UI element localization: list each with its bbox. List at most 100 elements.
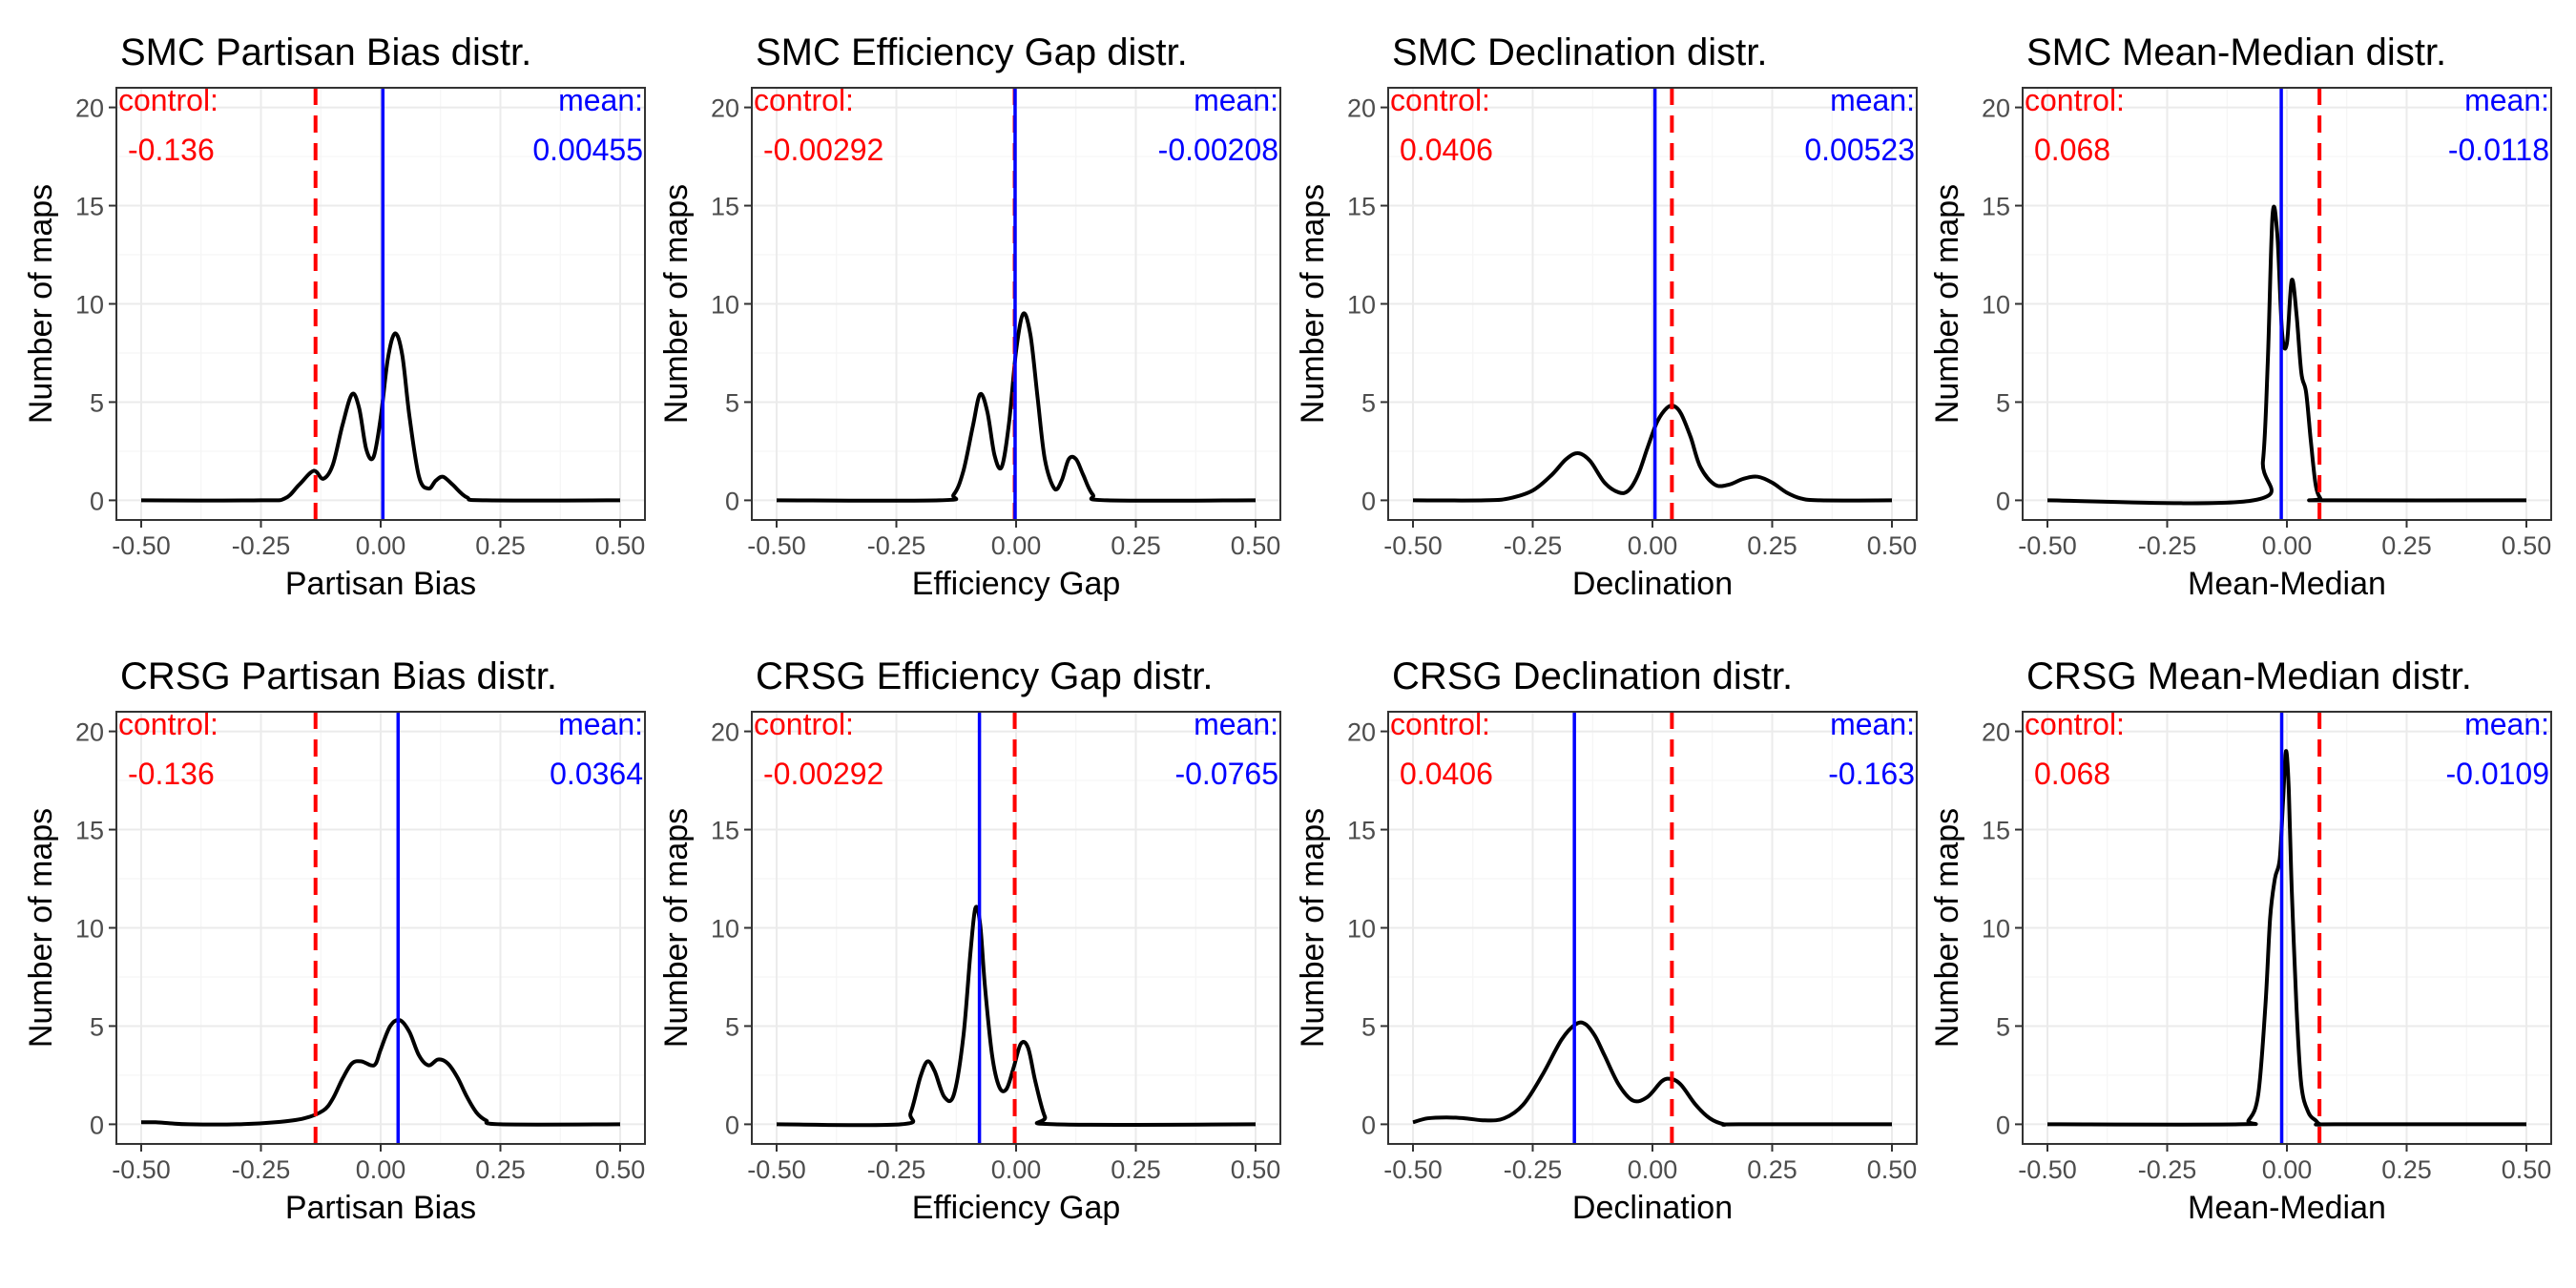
y-tick-label: 5	[1996, 388, 2010, 417]
y-tick-label: 15	[1347, 817, 1376, 845]
y-tick-label: 20	[1982, 94, 2010, 123]
y-tick-label: 10	[711, 291, 739, 320]
control-value: -0.136	[128, 133, 215, 167]
y-tick-label: 0	[90, 487, 104, 515]
mean-value: -0.0109	[2445, 757, 2549, 791]
y-tick-label: 0	[1996, 1111, 2010, 1139]
y-tick-label: 10	[75, 291, 104, 320]
y-tick-label: 0	[1361, 1111, 1376, 1139]
y-tick-label: 10	[1982, 915, 2010, 944]
x-tick-label: 0.00	[1628, 1155, 1678, 1184]
x-axis-title: Efficiency Gap	[912, 566, 1121, 602]
x-tick-label: -0.25	[1504, 1155, 1563, 1184]
mean-value: -0.00208	[1158, 133, 1278, 167]
x-tick-label: 0.00	[1628, 531, 1678, 560]
y-axis-title: Number of maps	[1929, 184, 1965, 424]
control-value: 0.0406	[1400, 757, 1493, 791]
x-tick-label: -0.50	[112, 531, 171, 560]
chart-title: CRSG Mean-Median distr.	[2026, 655, 2472, 697]
control-value: 0.068	[2034, 133, 2110, 167]
density-curve	[1412, 1020, 1892, 1127]
x-tick-label: -0.25	[2138, 1155, 2197, 1184]
y-tick-label: 20	[711, 718, 739, 747]
y-tick-label: 5	[1996, 1012, 2010, 1041]
x-tick-label: -0.50	[1383, 1155, 1443, 1184]
mean-value: 0.00455	[532, 133, 643, 167]
y-tick-label: 5	[1361, 1012, 1376, 1041]
y-tick-label: 20	[75, 94, 104, 123]
x-tick-label: 0.25	[1111, 531, 1161, 560]
y-tick-label: 10	[711, 915, 739, 944]
y-tick-label: 0	[725, 1111, 739, 1139]
x-tick-label: -0.25	[1504, 531, 1563, 560]
control-value: -0.136	[128, 757, 215, 791]
x-tick-label: 0.00	[356, 1155, 406, 1184]
density-curve	[2046, 204, 2527, 506]
y-tick-label: 20	[711, 94, 739, 123]
density-curve	[1412, 404, 1893, 503]
x-tick-label: 0.00	[2262, 531, 2313, 560]
chart-title: SMC Declination distr.	[1392, 31, 1767, 73]
x-tick-label: 0.25	[2381, 531, 2432, 560]
y-tick-label: 20	[1347, 94, 1376, 123]
y-axis-title: Number of maps	[658, 808, 695, 1048]
control-value: 0.068	[2034, 757, 2110, 791]
y-tick-label: 15	[75, 817, 104, 845]
y-tick-label: 10	[1347, 291, 1376, 320]
y-axis-title: Number of maps	[1295, 184, 1331, 424]
x-tick-label: 0.50	[1867, 531, 1918, 560]
y-axis-title: Number of maps	[1929, 808, 1965, 1048]
x-tick-label: 0.00	[356, 531, 406, 560]
x-tick-label: -0.25	[867, 531, 926, 560]
x-axis-title: Mean-Median	[2188, 1190, 2386, 1226]
x-tick-label: 0.50	[2502, 1155, 2552, 1184]
y-tick-label: 0	[90, 1111, 104, 1139]
y-axis-title: Number of maps	[23, 184, 59, 424]
x-tick-label: -0.50	[747, 531, 806, 560]
y-tick-label: 20	[1982, 718, 2010, 747]
x-axis-title: Declination	[1572, 1190, 1733, 1226]
x-tick-label: 0.25	[1111, 1155, 1161, 1184]
density-curve	[140, 331, 621, 503]
x-tick-label: 0.50	[595, 531, 646, 560]
x-tick-label: 0.50	[595, 1155, 646, 1184]
x-tick-label: 0.25	[2381, 1155, 2432, 1184]
y-tick-label: 0	[1996, 487, 2010, 515]
y-tick-label: 15	[1982, 817, 2010, 845]
x-tick-label: 0.50	[1231, 1155, 1281, 1184]
y-tick-label: 0	[1361, 487, 1376, 515]
x-axis-title: Declination	[1572, 566, 1733, 602]
x-tick-label: 0.25	[475, 1155, 526, 1184]
y-axis-title: Number of maps	[23, 808, 59, 1048]
x-axis-title: Mean-Median	[2188, 566, 2386, 602]
x-tick-label: 0.50	[1867, 1155, 1918, 1184]
density-curve	[2046, 749, 2526, 1127]
y-tick-label: 5	[90, 1012, 104, 1041]
mean-value: -0.163	[1828, 757, 1915, 791]
x-tick-label: -0.50	[1383, 531, 1443, 560]
y-tick-label: 5	[90, 388, 104, 417]
mean-value: -0.0765	[1174, 757, 1278, 791]
x-tick-label: -0.25	[232, 1155, 291, 1184]
x-tick-label: -0.25	[867, 1155, 926, 1184]
y-tick-label: 20	[75, 718, 104, 747]
x-axis-title: Efficiency Gap	[912, 1190, 1121, 1226]
mean-value: 0.0364	[550, 757, 643, 791]
y-axis-title: Number of maps	[658, 184, 695, 424]
density-curve	[140, 1018, 621, 1127]
x-axis-title: Partisan Bias	[285, 566, 476, 602]
chart-title: SMC Efficiency Gap distr.	[756, 31, 1188, 73]
x-axis-title: Partisan Bias	[285, 1190, 476, 1226]
y-tick-label: 5	[725, 388, 739, 417]
x-tick-label: -0.50	[2018, 1155, 2077, 1184]
chart-title: CRSG Declination distr.	[1392, 655, 1793, 697]
x-tick-label: -0.25	[2138, 531, 2197, 560]
x-tick-label: 0.00	[991, 531, 1042, 560]
y-tick-label: 5	[725, 1012, 739, 1041]
x-tick-label: 0.25	[1747, 531, 1797, 560]
